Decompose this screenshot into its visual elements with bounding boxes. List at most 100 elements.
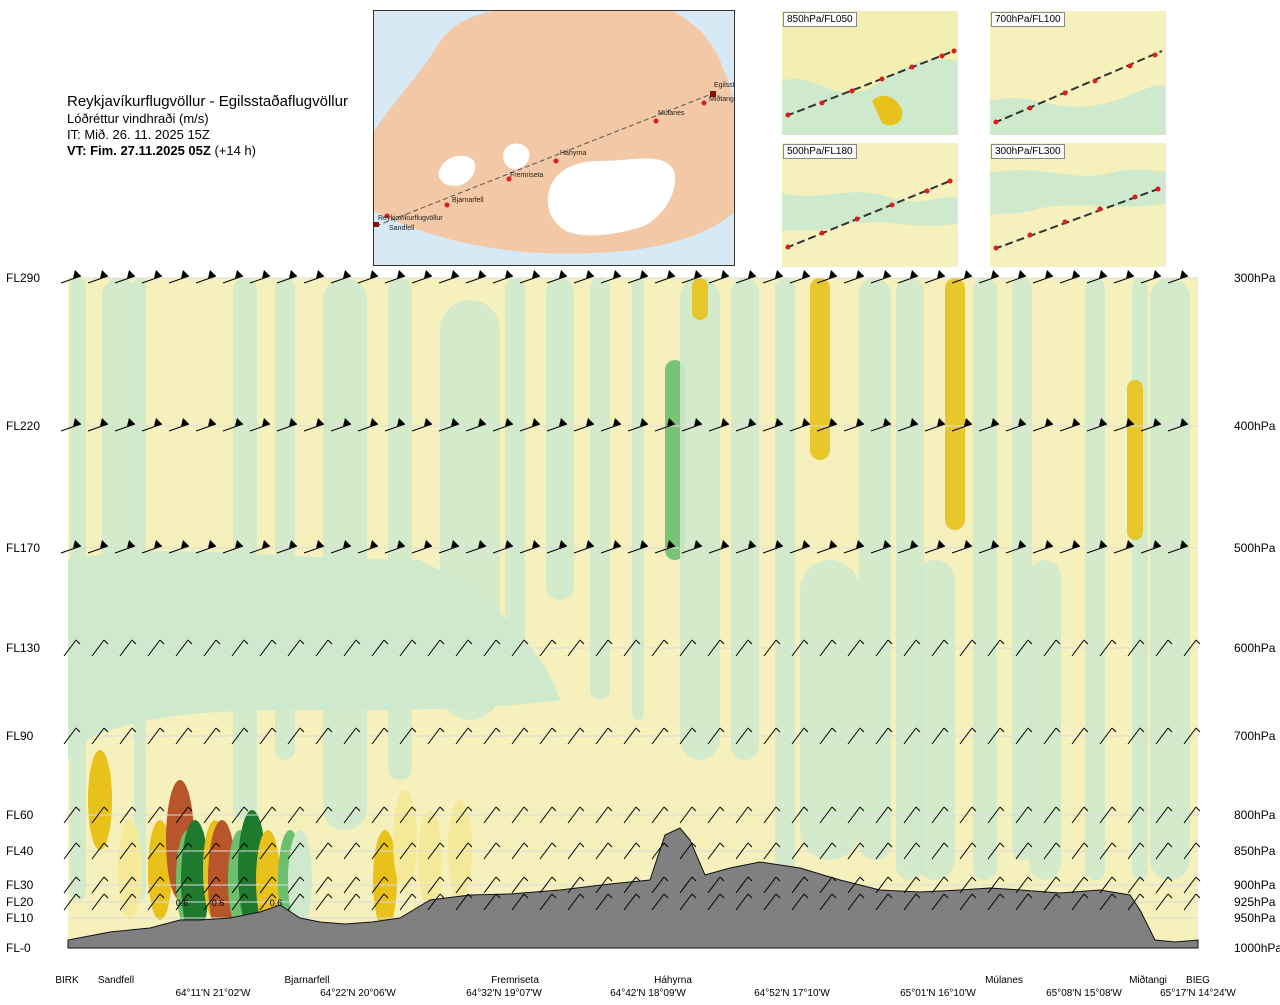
wind-barb [1043, 639, 1061, 657]
wind-barb [924, 270, 946, 284]
wind-barb [903, 806, 921, 824]
field-cell [393, 790, 417, 890]
wind-barb [1043, 842, 1061, 860]
pressure-level-label: 925hPa [1234, 895, 1276, 909]
field-streak [973, 278, 997, 880]
field-streak [859, 278, 891, 860]
wind-barb [951, 540, 973, 554]
wind-barb [1155, 639, 1173, 657]
wind-barb [819, 876, 837, 894]
wind-barb [573, 540, 595, 554]
wind-barb [287, 727, 305, 745]
wind-barb [708, 540, 730, 554]
wind-barb [1183, 893, 1201, 911]
wind-barb [1071, 727, 1089, 745]
route-map: Reykjavíkurflugvöllur Sandfell Bjarnarfe… [373, 10, 735, 266]
wind-barb [763, 876, 781, 894]
wind-barb [735, 842, 753, 860]
wind-barb [897, 418, 919, 432]
wind-barb [315, 876, 333, 894]
thumbnail-850[interactable]: 850hPa/FL050 [782, 11, 958, 135]
wind-barb [1127, 876, 1145, 894]
wind-barb [847, 876, 865, 894]
location-label: BIRK [55, 975, 79, 986]
thumbnail-700[interactable]: 700hPa/FL100 [990, 11, 1166, 135]
field-streak [775, 278, 795, 880]
wind-barb [91, 893, 109, 911]
wind-barb [679, 876, 697, 894]
wind-barb [819, 893, 837, 911]
wind-barb [259, 893, 277, 911]
map-label-mulanes: Múlanes [658, 110, 685, 117]
wind-barb [875, 876, 893, 894]
wind-barb [1059, 270, 1081, 284]
wind-barb [1015, 842, 1033, 860]
wind-barb [222, 540, 244, 554]
wind-barb [951, 418, 973, 432]
wind-barb [1015, 876, 1033, 894]
title-block: Reykjavíkurflugvöllur - Egilsstaðaflugvö… [67, 93, 348, 159]
wind-barb [903, 842, 921, 860]
flight-level-label: FL40 [6, 844, 34, 858]
wind-barb [875, 893, 893, 911]
flight-level-label: FL290 [6, 271, 41, 285]
field-streak [233, 278, 257, 820]
wind-barb [168, 540, 190, 554]
terrain-profile [67, 827, 1199, 949]
wind-barb [483, 639, 501, 657]
wind-barb [847, 806, 865, 824]
wind-barb [1167, 270, 1189, 284]
wind-barb [1071, 893, 1089, 911]
wind-barb [897, 540, 919, 554]
coordinate-label: 65°08'N 15°08'W [1046, 988, 1122, 999]
thumbnail-500[interactable]: 500hPa/FL180 [782, 143, 958, 267]
wind-barb [903, 893, 921, 911]
wind-barb [1043, 893, 1061, 911]
wind-barb [627, 418, 649, 432]
wind-barb [147, 876, 165, 894]
field-cell [181, 820, 209, 940]
wind-barb [91, 876, 109, 894]
wind-barb [762, 418, 784, 432]
wind-barb [87, 418, 109, 432]
coordinate-label: 64°52'N 17°10'W [754, 988, 830, 999]
coordinate-label: 64°22'N 20°06'W [320, 988, 396, 999]
field-cell [148, 820, 172, 920]
field-streak [590, 278, 610, 700]
wind-barb [931, 893, 949, 911]
wind-barb [735, 893, 753, 911]
wind-barb [249, 540, 271, 554]
wind-barb [343, 876, 361, 894]
chart-title: Reykjavíkurflugvöllur - Egilsstaðaflugvö… [67, 93, 348, 110]
wind-barb [231, 842, 249, 860]
field-streak [810, 278, 830, 460]
thumbnail-300[interactable]: 300hPa/FL300 [990, 143, 1166, 267]
wind-barb [1005, 418, 1027, 432]
wind-barb [259, 806, 277, 824]
flight-level-label: FL130 [6, 641, 41, 655]
wind-barb [959, 893, 977, 911]
wind-barb [231, 893, 249, 911]
wind-barb [519, 418, 541, 432]
wind-barb [1071, 806, 1089, 824]
wind-barb [465, 270, 487, 284]
thumbnail-label: 700hPa/FL100 [991, 12, 1065, 27]
wind-barb [870, 418, 892, 432]
wind-barb [315, 842, 333, 860]
wind-barb [987, 639, 1005, 657]
wind-barb [287, 806, 305, 824]
wind-barb [1005, 540, 1027, 554]
wind-barb [511, 727, 529, 745]
wind-barb [959, 806, 977, 824]
wind-barb [411, 540, 433, 554]
pressure-level-label: 700hPa [1234, 729, 1276, 743]
wind-barb [195, 418, 217, 432]
wind-barb [371, 842, 389, 860]
wind-barb [371, 876, 389, 894]
wind-barb [567, 639, 585, 657]
wind-barb [1167, 418, 1189, 432]
wind-barb [483, 806, 501, 824]
wind-barb [511, 806, 529, 824]
wind-barb [1113, 540, 1135, 554]
